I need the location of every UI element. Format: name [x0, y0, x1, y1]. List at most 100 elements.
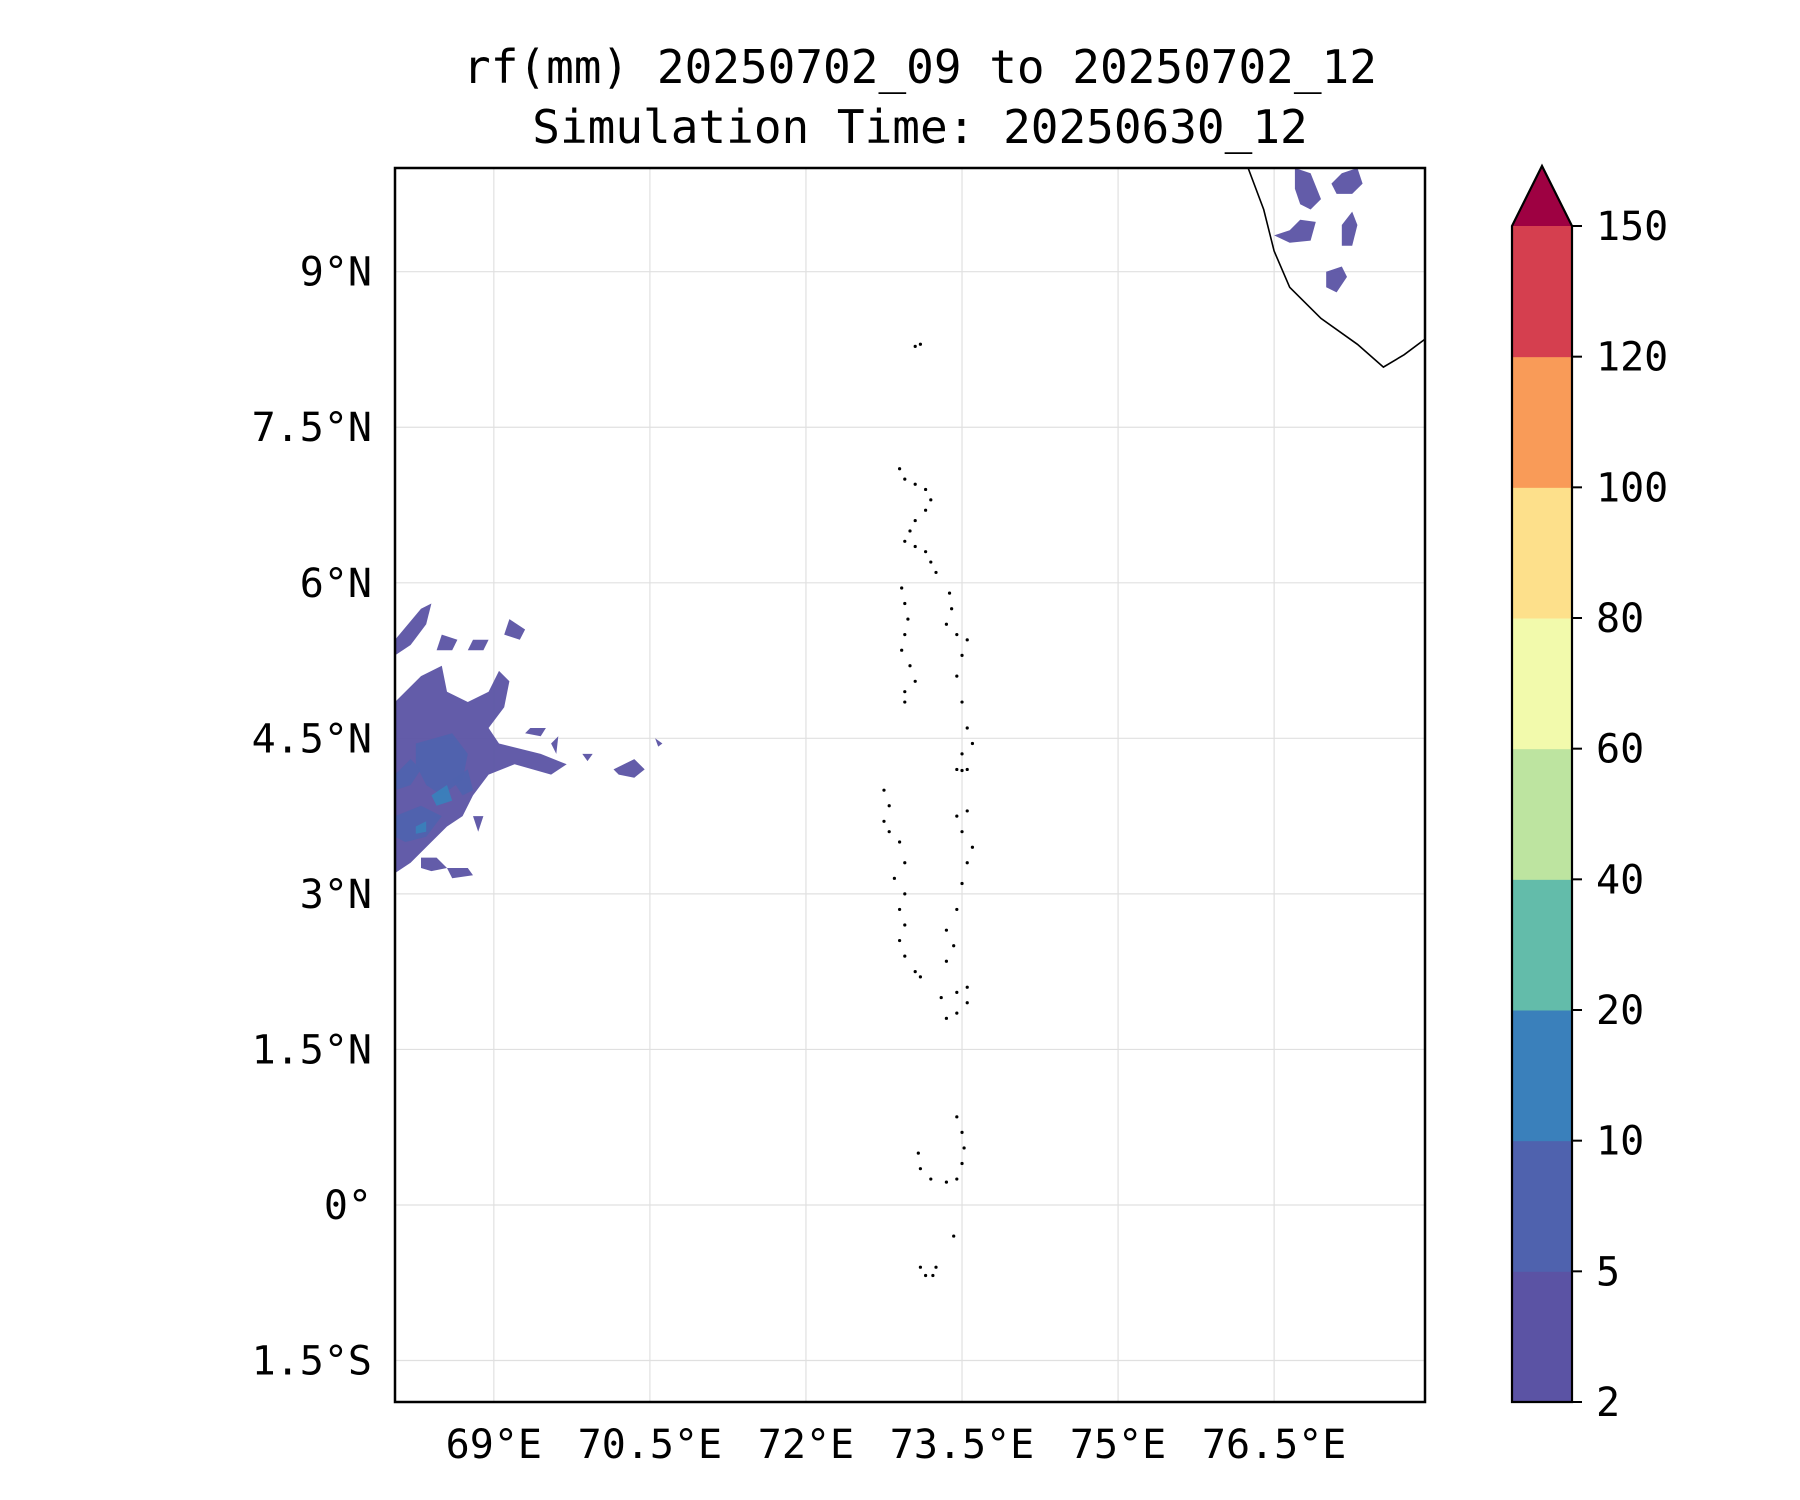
rain-patch-2: [467, 639, 489, 651]
island-dot: [965, 809, 969, 813]
island-dot: [903, 954, 907, 958]
island-dot: [960, 1130, 964, 1134]
island-dot: [913, 518, 917, 523]
island-dot: [929, 1177, 933, 1181]
island-dot: [916, 1151, 920, 1155]
island-dot: [934, 1265, 938, 1269]
island-dot: [960, 830, 964, 834]
x-tick-label: 73.5°E: [890, 1422, 1035, 1468]
island-dot: [903, 861, 907, 865]
island-chain-maldives-east-mid: [944, 809, 975, 963]
rain-patch-6: [447, 868, 473, 879]
colorbar: 2 5 10 20 40 60 80 100 120 150: [1510, 163, 1668, 1426]
island-dot: [903, 539, 907, 543]
island-chain-addu: [918, 1265, 938, 1278]
island-dot: [970, 845, 975, 849]
island-dot: [970, 741, 975, 746]
rain-patch-16: [395, 759, 421, 791]
island-chain-maldives-east-upper: [944, 591, 975, 756]
rain-patch-14: [395, 805, 442, 842]
island-dot: [965, 638, 969, 642]
island-dot: [955, 674, 959, 678]
island-dot: [960, 700, 964, 704]
coastline-india: [1247, 168, 1425, 369]
x-tick-label: 70.5°E: [578, 1422, 723, 1468]
rain-patch-0: [395, 603, 432, 656]
island-dot: [903, 892, 907, 896]
colorbar-band-2-5: [1512, 1271, 1572, 1403]
colorbar-tick-label: 40: [1596, 857, 1644, 903]
island-dot: [929, 498, 933, 502]
island-dot: [924, 508, 928, 512]
island-dot: [955, 990, 959, 994]
colorbar-outline: [1510, 163, 1574, 1404]
island-dot: [947, 591, 952, 595]
coastline-layer: [882, 168, 1425, 1278]
island-dot: [882, 788, 886, 792]
rain-patch-15: [452, 769, 473, 796]
map-frame: [393, 166, 1427, 1404]
colorbar-band-60-80: [1512, 618, 1572, 750]
island-dot: [897, 938, 902, 943]
rainfall-layer: [395, 168, 1363, 879]
island-dot: [900, 648, 904, 652]
rain-patch-9: [551, 736, 559, 754]
island-dot: [903, 690, 907, 694]
rain-patch-18: [415, 821, 427, 834]
latitude-axis: 9°N 7.5°N 6°N 4.5°N 3°N 1.5°N 0° 1.5°S: [252, 250, 372, 1385]
map-background: [395, 168, 1425, 1402]
island-dot: [929, 560, 933, 564]
x-tick-label: 75°E: [1070, 1422, 1166, 1468]
colorbar-band-80-100: [1512, 487, 1572, 619]
y-tick-label: 3°N: [300, 872, 372, 918]
island-dot: [934, 570, 938, 575]
chart-title: rf(mm) 20250702_09 to 20250702_12: [463, 40, 1377, 94]
island-chain-maldives-south-mid: [939, 985, 969, 1020]
rain-patch-7: [473, 816, 484, 832]
island-dot: [908, 529, 912, 533]
colorbar-band-100-120: [1512, 356, 1572, 488]
island-dot: [913, 679, 917, 683]
island-dot: [913, 544, 917, 549]
longitude-axis: 69°E 70.5°E 72°E 73.5°E 75°E 76.5°E: [446, 1422, 1347, 1468]
island-chain-male: [955, 767, 969, 773]
island-dot: [918, 975, 923, 979]
rain-patch-22: [1341, 211, 1358, 246]
island-dot: [897, 840, 902, 844]
y-tick-label: 7.5°N: [252, 405, 372, 451]
island-dot: [955, 907, 959, 912]
island-dot: [955, 1177, 959, 1181]
colorbar-tick-label: 80: [1596, 596, 1644, 642]
y-tick-label: 6°N: [300, 561, 372, 607]
island-chain-maldives-north: [897, 467, 938, 575]
y-tick-label: 9°N: [300, 250, 372, 296]
rain-patch-5: [421, 857, 447, 872]
island-dot: [918, 1167, 923, 1171]
island-dot: [960, 881, 964, 886]
island-dot: [887, 830, 891, 834]
island-dot: [903, 700, 907, 704]
island-chain-huvadhu: [916, 1115, 966, 1184]
island-dot: [903, 477, 907, 481]
island-dot: [965, 985, 969, 989]
island-chain-maldives-west-mid: [882, 788, 923, 979]
island-dot: [903, 923, 907, 927]
island-dot: [913, 970, 917, 974]
y-tick-label: 0°: [324, 1183, 372, 1229]
x-tick-label: 76.5°E: [1202, 1422, 1347, 1468]
island-dot: [900, 586, 904, 590]
island-dot: [944, 1180, 949, 1184]
island-dot: [903, 633, 907, 637]
island-dot: [965, 767, 969, 772]
island-dot: [960, 653, 964, 657]
island-dot: [955, 1011, 959, 1015]
island-dot: [897, 467, 902, 471]
colorbar-extend-arrow: [1512, 166, 1572, 226]
island-dot: [960, 1161, 964, 1166]
colorbar-band-120-150: [1512, 226, 1572, 358]
rain-patch-1: [436, 634, 458, 651]
rain-patch-20: [1294, 168, 1321, 210]
rain-patch-21: [1274, 219, 1316, 243]
island-dot: [960, 768, 964, 773]
